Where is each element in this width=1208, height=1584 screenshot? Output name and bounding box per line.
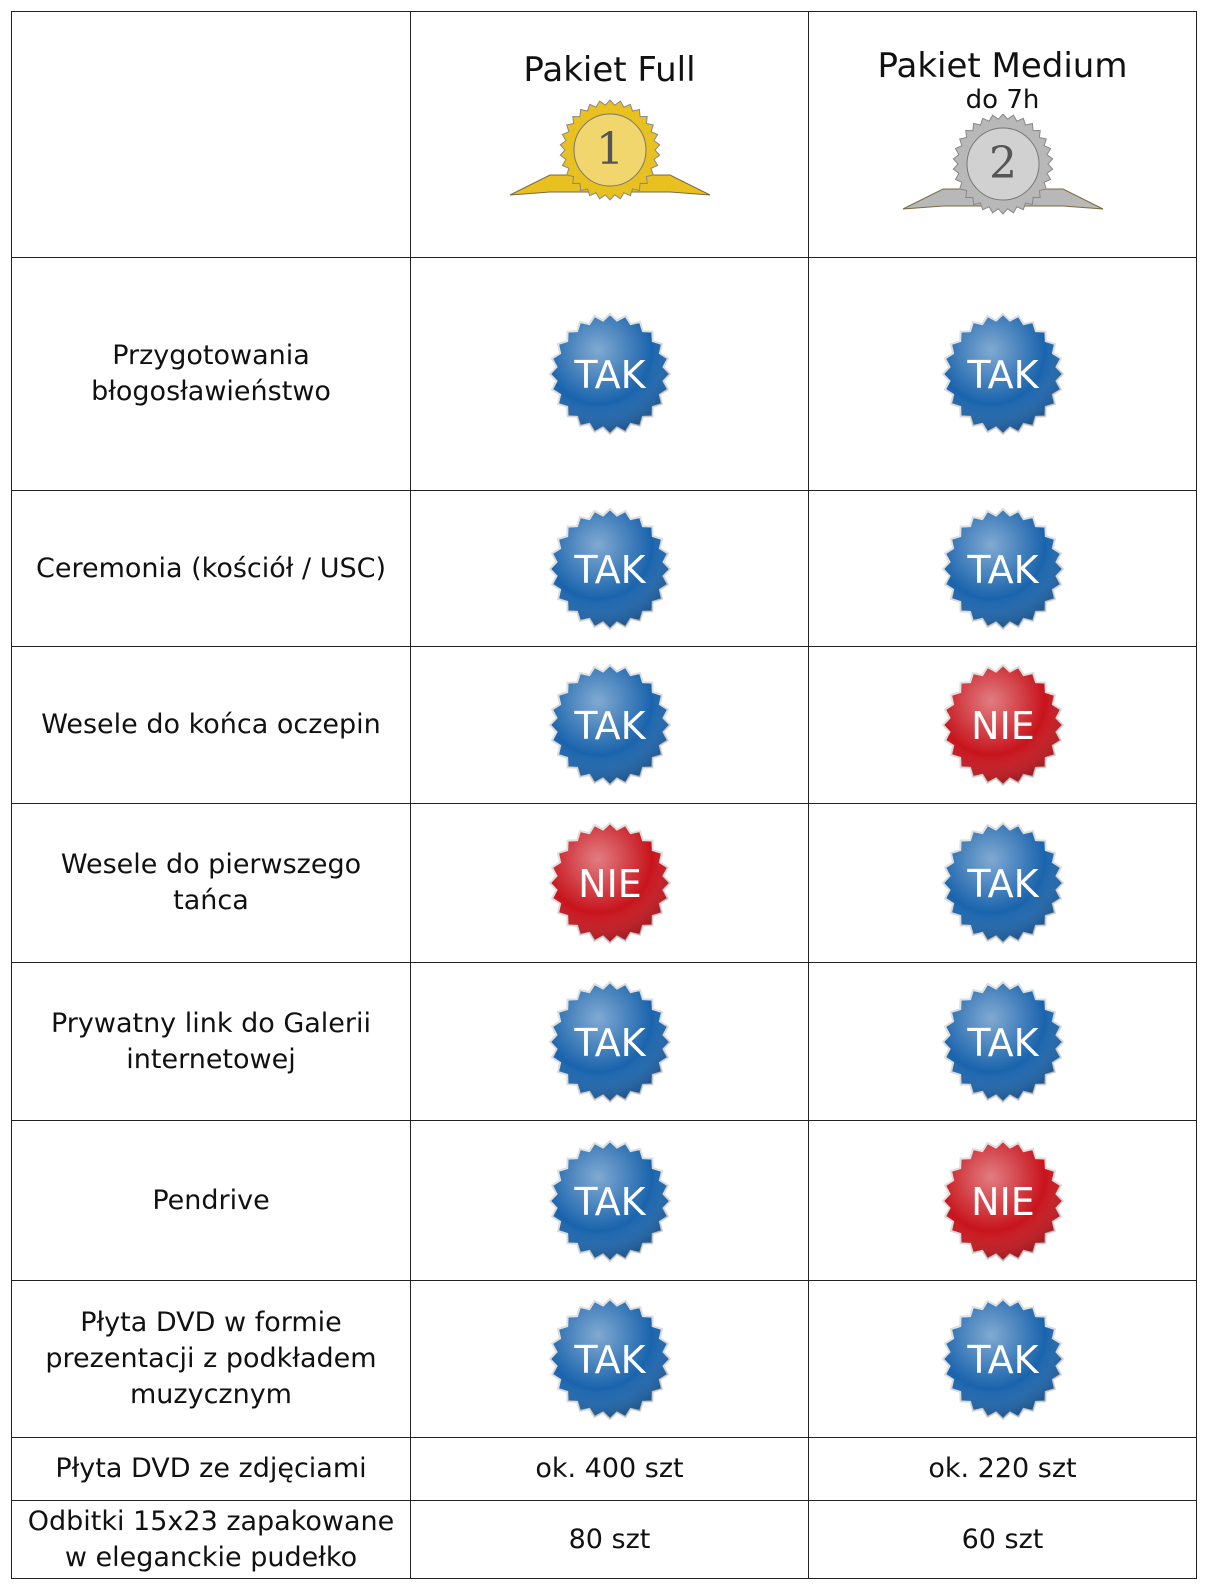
badge: NIE xyxy=(545,818,675,948)
medal: 1 xyxy=(500,90,720,220)
badge-text: TAK xyxy=(966,1338,1039,1382)
badge-text: TAK xyxy=(966,862,1039,906)
badge-text: NIE xyxy=(971,1180,1035,1224)
badge: TAK xyxy=(938,504,1068,634)
table-row: Prywatny link do Galerii internetowej TAK… xyxy=(12,963,1197,1121)
value-cell: TAK xyxy=(411,1281,809,1438)
badge-text: NIE xyxy=(971,704,1035,748)
badge-text: TAK xyxy=(573,704,646,748)
badge-text: TAK xyxy=(573,1180,646,1224)
badge-text: TAK xyxy=(573,548,646,592)
value-cell: NIE xyxy=(411,804,809,963)
value-cell: TAK xyxy=(411,1121,809,1281)
badge: TAK xyxy=(545,1136,675,1266)
medal-number: 1 xyxy=(596,124,624,175)
badge-text: NIE xyxy=(578,862,642,906)
value-cell: ok. 400 szt xyxy=(411,1438,809,1501)
badge: TAK xyxy=(938,1294,1068,1424)
badge-text: TAK xyxy=(573,1338,646,1382)
badge: TAK xyxy=(545,977,675,1107)
row-label: Płyta DVD ze zdjęciami xyxy=(12,1438,411,1501)
badge: NIE xyxy=(938,660,1068,790)
row-label: Wesele do końca oczepin xyxy=(12,647,411,804)
header-cell: Pakiet Full 1 xyxy=(411,12,809,258)
badge: NIE xyxy=(938,1136,1068,1266)
value-cell: TAK xyxy=(809,963,1197,1121)
badge-text: TAK xyxy=(573,353,646,397)
package-subtitle: do 7h xyxy=(817,86,1188,114)
badge: TAK xyxy=(545,660,675,790)
value-cell: NIE xyxy=(809,647,1197,804)
value-cell: NIE xyxy=(809,1121,1197,1281)
row-label: Prywatny link do Galerii internetowej xyxy=(12,963,411,1121)
badge: TAK xyxy=(545,309,675,439)
row-label: Pendrive xyxy=(12,1121,411,1281)
badge-text: TAK xyxy=(966,548,1039,592)
value-cell: TAK xyxy=(411,647,809,804)
row-label: Odbitki 15x23 zapakowane w eleganckie pu… xyxy=(12,1501,411,1579)
badge-text: TAK xyxy=(573,1021,646,1065)
value-cell: ok. 220 szt xyxy=(809,1438,1197,1501)
badge: TAK xyxy=(938,309,1068,439)
row-label: Wesele do pierwszego tańca xyxy=(12,804,411,963)
table-row: Pendrive TAK NIE xyxy=(12,1121,1197,1281)
row-label: Płyta DVD w formie prezentacji z podkład… xyxy=(12,1281,411,1438)
value-cell: TAK xyxy=(809,491,1197,647)
value-cell: TAK xyxy=(809,258,1197,491)
row-label: Przygotowania błogosławieństwo xyxy=(12,258,411,491)
badge-text: TAK xyxy=(966,353,1039,397)
badge: TAK xyxy=(545,1294,675,1424)
badge: TAK xyxy=(938,977,1068,1107)
medal: 2 xyxy=(893,114,1113,224)
badge: TAK xyxy=(938,818,1068,948)
medal-number: 2 xyxy=(989,138,1017,189)
value-cell: TAK xyxy=(809,1281,1197,1438)
badge: TAK xyxy=(545,504,675,634)
value-cell: TAK xyxy=(809,804,1197,963)
page: Pakiet Full 1 Pakiet Mediumdo 7h 2 Przygotow… xyxy=(0,0,1208,1584)
value-cell: 60 szt xyxy=(809,1501,1197,1579)
value-cell: 80 szt xyxy=(411,1501,809,1579)
value-cell: TAK xyxy=(411,963,809,1121)
table-row: Płyta DVD w formie prezentacji z podkład… xyxy=(12,1281,1197,1438)
table-row: Przygotowania błogosławieństwo TAK TAK xyxy=(12,258,1197,491)
value-cell: TAK xyxy=(411,491,809,647)
table-row: Ceremonia (kościół / USC) TAK TAK xyxy=(12,491,1197,647)
table-row: Wesele do końca oczepin TAK NIE xyxy=(12,647,1197,804)
table-row: Odbitki 15x23 zapakowane w eleganckie pu… xyxy=(12,1501,1197,1579)
table-row: Wesele do pierwszego tańca NIE TAK xyxy=(12,804,1197,963)
badge-text: TAK xyxy=(966,1021,1039,1065)
package-title: Pakiet Medium xyxy=(817,46,1188,86)
package-title: Pakiet Full xyxy=(419,50,800,90)
empty-cell xyxy=(12,12,411,258)
row-label: Ceremonia (kościół / USC) xyxy=(12,491,411,647)
value-cell: TAK xyxy=(411,258,809,491)
